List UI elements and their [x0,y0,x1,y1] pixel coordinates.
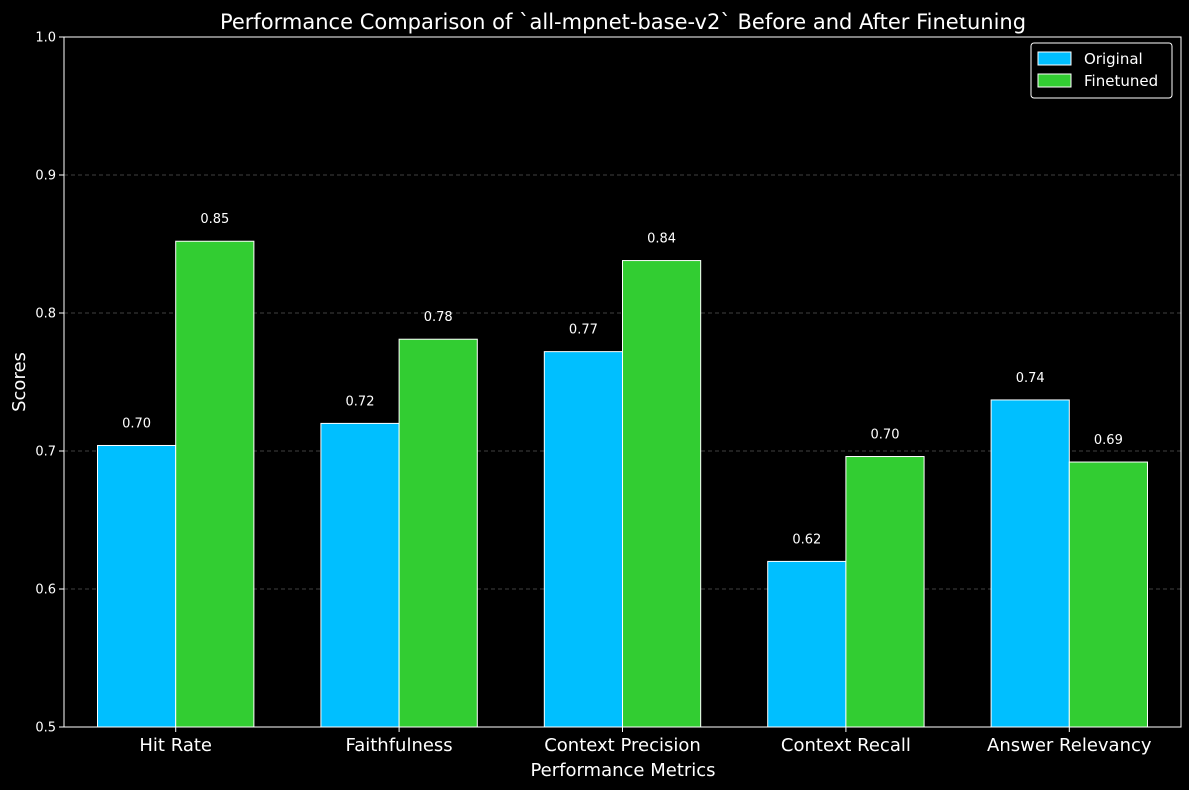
bar-original-1 [320,422,400,728]
bar-original-4 [990,399,1070,728]
bar-finetuned-2 [622,260,702,728]
value-label: 0.72 [346,394,375,409]
y-tick-label: 0.9 [35,169,56,184]
y-tick-label: 0.5 [35,721,56,736]
x-tick-label: Hit Rate [139,735,212,756]
chart-title: Performance Comparison of `all-mpnet-bas… [220,10,1026,34]
bar-finetuned-3 [845,456,925,728]
y-tick-label: 0.7 [35,445,56,460]
x-axis-title: Performance Metrics [530,760,715,781]
bar-finetuned-0 [175,240,255,728]
bars [97,240,1148,728]
value-label: 0.70 [871,428,900,443]
x-tick-label: Answer Relevancy [987,735,1152,756]
y-axis-title: Scores [9,352,30,412]
value-label: 0.85 [200,212,229,227]
bar-original-2 [543,351,623,728]
value-label: 0.70 [122,416,151,431]
bar-finetuned-1 [398,338,478,728]
legend: Original Finetuned [1030,42,1173,99]
plot-frame [63,36,1182,728]
legend-swatch [1037,51,1072,66]
value-label: 0.78 [424,310,453,325]
value-label: 0.69 [1094,433,1123,448]
x-tick-label: Context Precision [544,735,701,756]
value-label: 0.74 [1016,371,1045,386]
value-label: 0.77 [569,323,598,338]
bar-finetuned-4 [1068,461,1148,728]
axes: 0.5 0.6 0.7 0.8 0.9 1.0 Hit Rate Faithfulness Co… [35,31,1182,756]
y-tick-label: 0.8 [35,307,56,322]
legend-label: Finetuned [1084,72,1158,90]
x-tick-label: Faithfulness [346,735,453,756]
legend-label: Original [1084,50,1143,68]
bar-original-3 [767,560,847,728]
y-tick-label: 1.0 [35,31,56,46]
value-label: 0.84 [647,232,676,247]
x-tick-label: Context Recall [781,735,911,756]
legend-swatch [1037,73,1072,88]
value-labels: 0.70 0.85 0.72 0.78 0.77 0.84 0.62 0.70 0.74 0.69 [122,212,1123,547]
bar-original-0 [97,444,177,728]
y-tick-label: 0.6 [35,583,56,598]
value-label: 0.62 [792,532,821,547]
